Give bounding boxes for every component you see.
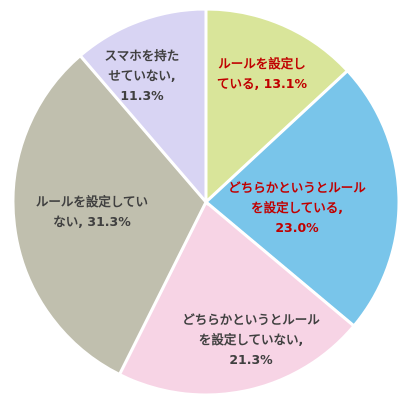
pie-slice-label-line: ルールを設定し — [218, 56, 306, 71]
pie-slice-label-3: どちらかというとルールを設定していない, 21.3% — [182, 312, 320, 367]
pie-slice-label-line: 11.3% — [120, 88, 164, 103]
pie-slice-label-line: ルールを設定してい — [36, 194, 148, 209]
pie-slice-label-line: スマホを持た — [105, 48, 180, 63]
pie-slice-label-4: ルールを設定していない, 31.3% — [36, 194, 148, 229]
pie-slice-label-line: を設定している, — [251, 200, 343, 215]
pie-slices — [11, 7, 401, 397]
pie-slice-label-line: どちらかというとルール — [228, 180, 366, 195]
pie-slice-label-5: スマホを持たせていない, 11.3% — [105, 48, 180, 103]
pie-slice-label-line: 21.3% — [229, 352, 273, 367]
pie-slice-2 — [203, 68, 401, 329]
pie-slice-label-line: ている, 13.1% — [217, 76, 307, 91]
pie-slice-5 — [78, 7, 208, 207]
pie-slice-1 — [204, 7, 350, 206]
pie-slice-3 — [117, 199, 357, 397]
pie-slice-label-line: を設定していない, — [199, 332, 303, 347]
pie-slice-4 — [11, 53, 208, 377]
pie-slice-label-line: どちらかというとルール — [182, 312, 320, 327]
pie-labels: ルールを設定している, 13.1%どちらかというとルールを設定している, 23.0… — [36, 48, 366, 367]
pie-slice-label-line: せていない, — [108, 68, 175, 83]
pie-slice-label-1: ルールを設定している, 13.1% — [217, 56, 307, 91]
pie-slice-label-line: ない, 31.3% — [53, 214, 131, 229]
pie-slice-label-2: どちらかというとルールを設定している, 23.0% — [228, 180, 366, 235]
pie-slice-label-line: 23.0% — [275, 220, 319, 235]
